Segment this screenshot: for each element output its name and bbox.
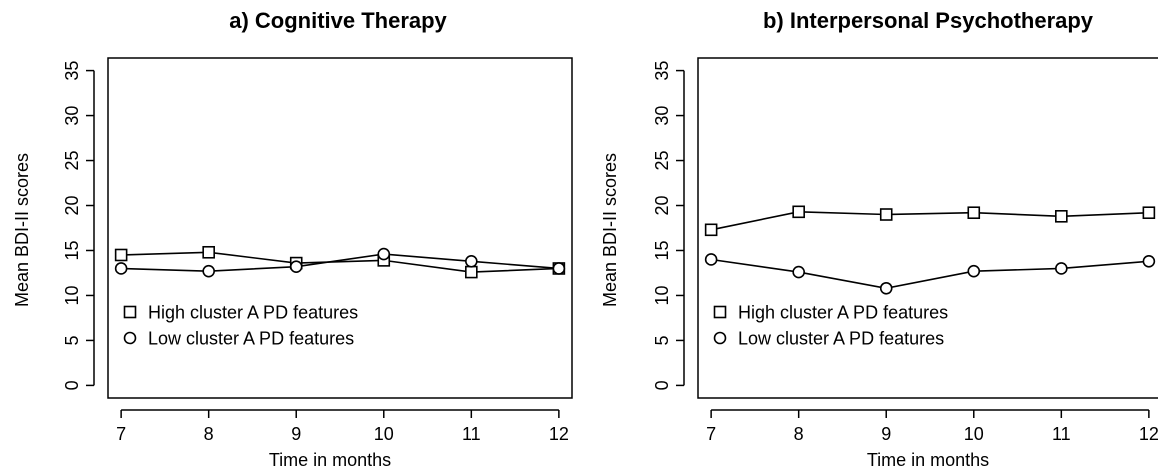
legend-label: High cluster A PD features <box>148 303 358 323</box>
y-tick-label: 5 <box>652 335 672 345</box>
data-point-square <box>879 208 893 221</box>
y-axis-label: Mean BDI-II scores <box>12 153 32 307</box>
legend-marker-square <box>713 305 727 319</box>
x-tick-label: 11 <box>462 424 481 444</box>
y-tick-label: 10 <box>62 285 82 305</box>
chart-title: a) Cognitive Therapy <box>229 8 447 33</box>
y-axis-label: Mean BDI-II scores <box>600 153 620 307</box>
chart-panel-2: b) Interpersonal Psychotherapy 0 5 10 15 20 25… <box>600 8 1158 470</box>
plot-frame <box>697 57 1158 399</box>
y-tick-label: 30 <box>652 106 672 126</box>
x-tick-label: 9 <box>291 424 301 444</box>
series-1 <box>114 245 566 279</box>
data-point-circle <box>1055 262 1068 275</box>
data-point-square <box>967 206 981 220</box>
legend-marker-circle <box>713 331 727 345</box>
y-tick-label: 25 <box>652 151 672 171</box>
x-tick-label: 8 <box>794 424 804 444</box>
x-tick-label: 9 <box>881 424 891 444</box>
y-tick-label: 15 <box>652 240 672 260</box>
x-axis: 7 8 9 10 11 12 <box>116 409 569 444</box>
x-tick-label: 10 <box>964 424 984 444</box>
plot-frame <box>107 57 573 399</box>
x-tick-label: 7 <box>706 424 716 444</box>
y-tick-label: 0 <box>652 380 672 390</box>
legend-marker-square <box>123 305 137 319</box>
data-point-square <box>465 265 478 279</box>
data-point-square <box>1055 210 1068 223</box>
y-tick-label: 15 <box>62 240 82 260</box>
x-tick-label: 12 <box>1139 424 1158 444</box>
y-tick-label: 20 <box>62 195 82 215</box>
data-point-circle <box>377 247 391 261</box>
data-point-circle <box>552 262 566 275</box>
legend-label: High cluster A PD features <box>738 303 948 323</box>
series-line <box>711 258 1149 290</box>
y-tick-label: 35 <box>652 61 672 81</box>
series-line <box>710 211 1149 231</box>
y-tick-label: 0 <box>62 380 82 390</box>
data-point-square <box>1142 206 1156 220</box>
series-line <box>121 251 559 273</box>
series-1 <box>704 205 1156 237</box>
legend: High cluster A PD features Low cluster A … <box>123 303 358 349</box>
data-point-square <box>202 245 215 259</box>
data-point-circle <box>289 260 303 273</box>
series-line <box>121 253 559 272</box>
data-point-circle <box>879 281 893 295</box>
chart-panel-1: a) Cognitive Therapy 0 5 10 15 20 25 30 35 Mean B… <box>12 8 573 470</box>
data-point-circle <box>114 262 128 275</box>
x-axis: 7 8 9 10 11 12 <box>706 409 1158 444</box>
data-point-square <box>704 223 718 237</box>
data-point-circle <box>202 264 215 278</box>
y-tick-label: 20 <box>652 195 672 215</box>
series-2 <box>704 253 1156 295</box>
data-point-circle <box>704 253 718 266</box>
legend-marker-circle <box>123 331 137 345</box>
x-tick-label: 10 <box>374 424 394 444</box>
y-tick-label: 10 <box>652 285 672 305</box>
data-point-circle <box>1142 254 1156 268</box>
data-point-square <box>792 205 805 219</box>
legend: High cluster A PD features Low cluster A … <box>713 303 948 349</box>
x-tick-label: 7 <box>116 424 126 444</box>
legend-label: Low cluster A PD features <box>738 329 944 349</box>
y-tick-label: 25 <box>62 151 82 171</box>
data-point-circle <box>465 254 478 268</box>
data-point-circle <box>967 264 981 278</box>
data-point-square <box>114 248 128 262</box>
y-tick-label: 5 <box>62 335 82 345</box>
x-axis-label: Time in months <box>269 450 391 470</box>
data-point-circle <box>792 265 805 279</box>
y-tick-label: 30 <box>62 106 82 126</box>
x-tick-label: 11 <box>1052 424 1071 444</box>
x-tick-label: 12 <box>549 424 569 444</box>
x-axis-label: Time in months <box>867 450 989 470</box>
series-2 <box>114 247 566 278</box>
chart-title: b) Interpersonal Psychotherapy <box>763 8 1094 33</box>
x-tick-label: 8 <box>204 424 214 444</box>
y-axis: 0 5 10 15 20 25 30 35 <box>62 61 95 390</box>
y-tick-label: 35 <box>62 61 82 81</box>
y-axis: 0 5 10 15 20 25 30 35 <box>652 61 685 390</box>
legend-label: Low cluster A PD features <box>148 329 354 349</box>
